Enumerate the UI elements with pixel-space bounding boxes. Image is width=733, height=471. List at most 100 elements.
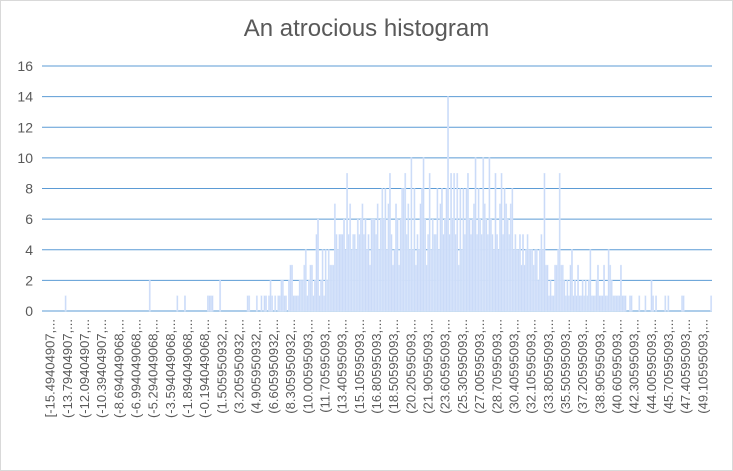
histogram-bar [560, 264, 563, 312]
histogram-bar [572, 295, 575, 312]
histogram-bar [311, 264, 313, 312]
histogram-bar [463, 234, 466, 312]
x-tick-label: (32.10595093,... [524, 319, 539, 414]
x-tick-label: (20.20595093,... [403, 319, 418, 414]
histogram-bar [307, 280, 310, 312]
histogram-bar [324, 249, 327, 312]
histogram-bar [340, 234, 342, 312]
histogram-bar [450, 172, 453, 312]
histogram-bar [355, 249, 358, 312]
histogram-bar [361, 203, 364, 312]
histogram-bar [592, 295, 595, 312]
x-tick-label: (-3.594049068,... [163, 319, 178, 418]
histogram-bar [303, 264, 306, 312]
histogram-bar [396, 218, 399, 312]
x-tick-label: [-15.49404907,... [43, 319, 58, 417]
x-tick-label: (-8.694049068,... [111, 319, 126, 418]
histogram-bar [537, 280, 540, 312]
histogram-bar [338, 234, 341, 312]
histogram-bar [434, 234, 437, 312]
histogram-bar [493, 249, 495, 312]
histogram-bar [520, 264, 523, 312]
x-tick-label: (-6.994049068,... [129, 319, 144, 418]
histogram-bar [457, 264, 460, 312]
histogram-bar [349, 203, 352, 312]
histogram-bar [557, 249, 560, 312]
histogram-bar [320, 280, 322, 312]
histogram-bar [623, 295, 625, 312]
x-tick-label: (21.90595093,... [421, 319, 436, 414]
x-tick-label: (-13.79404907,... [60, 319, 75, 418]
histogram-bar [523, 264, 526, 312]
histogram-bar [655, 295, 657, 312]
histogram-bar [353, 234, 356, 312]
histogram-bar [480, 234, 483, 312]
histogram-bar [260, 295, 263, 312]
histogram-bar [609, 264, 612, 312]
histogram-bar [681, 295, 683, 312]
histogram-bar [595, 280, 598, 312]
x-tick-label: (33.80595093,... [541, 319, 556, 414]
histogram-bar [381, 188, 384, 312]
histogram-bar [548, 295, 550, 312]
histogram-bar [453, 172, 456, 312]
x-tick-label: (3.205950932,... [232, 319, 247, 414]
histogram-bar [667, 295, 670, 312]
histogram-bar [300, 280, 303, 312]
histogram-bar [506, 218, 509, 312]
histogram-bar [580, 295, 583, 312]
histogram-bar [551, 295, 553, 312]
histogram-bar [306, 295, 309, 312]
histogram-bar [344, 249, 347, 312]
histogram-bar [418, 249, 420, 312]
histogram-bar [532, 264, 535, 312]
histogram-bar [612, 295, 615, 312]
histogram-bar [323, 295, 326, 312]
histogram-bar [594, 295, 596, 312]
histogram-bar [337, 249, 339, 312]
histogram-bar [538, 249, 541, 312]
histogram-bar [477, 188, 480, 312]
histogram-bar [317, 218, 319, 312]
histogram-bar [422, 157, 425, 312]
histogram-bar [578, 295, 581, 312]
histogram-bar [509, 203, 512, 312]
histogram-bar [347, 234, 350, 312]
histogram-bar [385, 249, 388, 312]
histogram-bar [318, 295, 321, 312]
histogram-bar [467, 172, 469, 312]
histogram-bar [399, 218, 402, 312]
histogram-bar [248, 295, 251, 312]
histogram-bar [652, 295, 654, 312]
histogram-bar [456, 172, 459, 312]
histogram-bar [395, 203, 397, 312]
histogram-bar [563, 280, 566, 312]
histogram-bar [445, 188, 448, 312]
histogram-bar [613, 295, 616, 312]
histogram-bar [555, 264, 558, 312]
histogram-bar [564, 295, 567, 312]
histogram-bar [210, 295, 212, 312]
histogram-bar [574, 280, 576, 312]
histogram-bar [329, 264, 332, 312]
histogram-bar [376, 203, 379, 312]
histogram-bar [534, 249, 537, 312]
histogram-bar [410, 157, 413, 312]
histogram-bar [650, 280, 653, 312]
histogram-bar [425, 264, 428, 312]
histogram-bar [436, 188, 439, 312]
x-tick-label: (38.90595093,... [592, 319, 607, 414]
histogram-bar [503, 188, 506, 312]
histogram-bar [424, 218, 427, 312]
histogram-bar [148, 280, 151, 312]
histogram-bar [390, 234, 393, 312]
histogram-bar [471, 218, 474, 312]
histogram-bar [356, 218, 359, 312]
histogram-bar [401, 188, 404, 312]
histogram-bar [431, 218, 434, 312]
x-tick-label: (-10.39404907,... [94, 319, 109, 418]
histogram-bar [525, 249, 527, 312]
histogram-bar [620, 264, 622, 312]
histogram-bar [309, 264, 312, 312]
histogram-bar [519, 234, 521, 312]
